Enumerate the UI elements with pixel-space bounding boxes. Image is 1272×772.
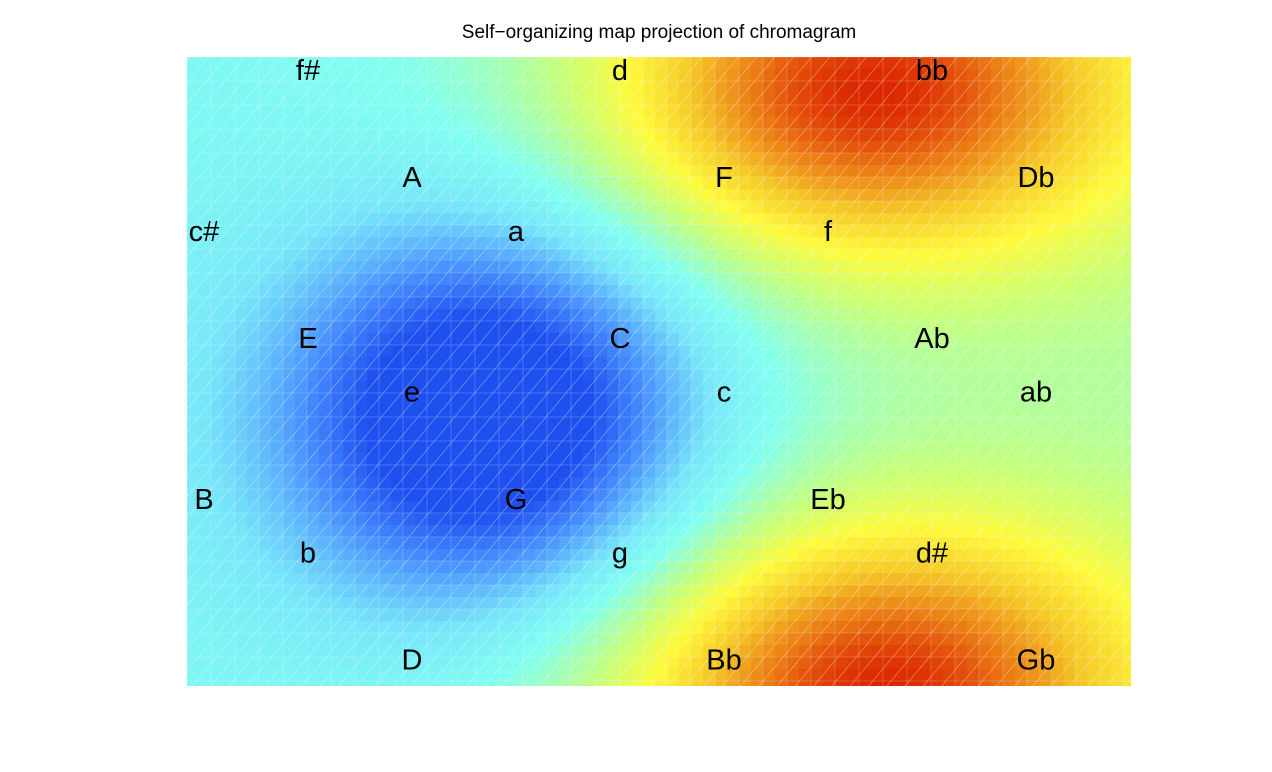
chart-title: Self−organizing map projection of chroma… xyxy=(461,22,857,43)
key-label: F xyxy=(715,162,733,194)
hatch-overlay xyxy=(187,57,1131,686)
key-label: d xyxy=(612,55,628,87)
key-label: b xyxy=(300,537,316,569)
key-label: G xyxy=(505,484,528,516)
key-label: c xyxy=(717,377,732,409)
key-label: Ab xyxy=(914,323,949,355)
key-label: c# xyxy=(189,216,220,248)
key-label: Eb xyxy=(810,484,845,516)
key-label: g xyxy=(612,537,628,569)
key-label: Db xyxy=(1017,162,1054,194)
key-label: Gb xyxy=(1017,645,1056,677)
key-label: bb xyxy=(916,55,948,87)
key-label: f xyxy=(824,216,833,248)
key-label: E xyxy=(298,323,317,355)
key-label: C xyxy=(610,323,631,355)
key-label: ab xyxy=(1020,377,1052,409)
mesh-overlay xyxy=(187,57,1131,686)
key-label: f# xyxy=(296,55,320,87)
key-label: e xyxy=(404,377,420,409)
key-label: A xyxy=(402,162,422,194)
key-label: a xyxy=(508,216,525,248)
key-label: D xyxy=(402,645,423,677)
key-labels: f# d bb A F Db c# a f E C Ab e c ab B G Eb b g d# D Bb Gb xyxy=(189,55,1056,677)
key-label: d# xyxy=(916,537,948,569)
key-label: Bb xyxy=(706,645,741,677)
key-label: B xyxy=(194,484,213,516)
